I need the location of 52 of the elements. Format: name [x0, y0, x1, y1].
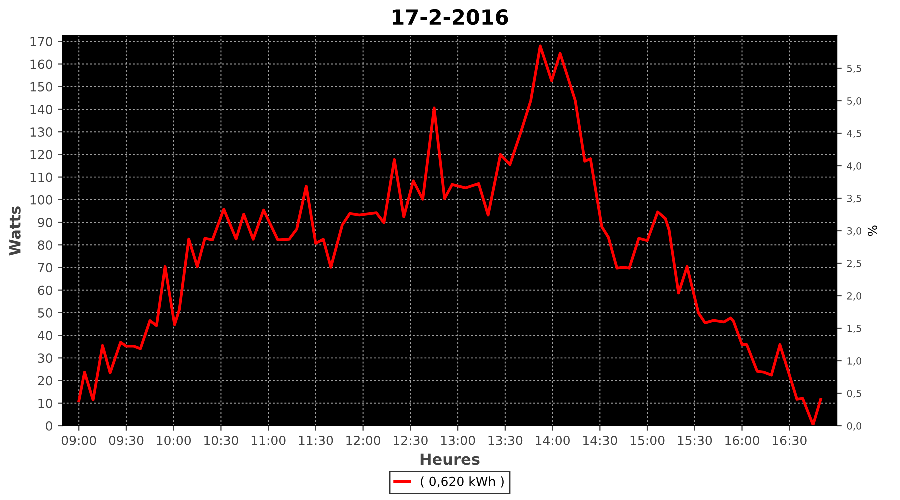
y-tick-label: 80 [38, 240, 52, 250]
y-tick-label: 160 [30, 60, 52, 70]
y2-tick-label: 5,0 [847, 97, 862, 106]
y-tick-label: 140 [30, 104, 52, 114]
x-tick-label: 15:30 [678, 436, 712, 446]
line-series [78, 44, 822, 426]
y-tick-label: 130 [30, 128, 52, 138]
y2-axis-title: % [868, 226, 878, 236]
legend-label: ( 0,620 kWh ) [421, 476, 504, 488]
x-tick-label: 13:00 [441, 436, 476, 446]
y2-tick-label: 4,0 [847, 162, 862, 171]
x-tick-label: 10:30 [204, 436, 238, 446]
y-tick-label: 20 [38, 376, 52, 386]
y2-tick-label: 2,5 [847, 260, 862, 268]
x-tick-label: 09:30 [109, 436, 144, 446]
x-tick-label: 12:30 [394, 436, 428, 446]
x-axis-title: Heures [420, 454, 480, 466]
y-tick-label: 50 [38, 308, 52, 318]
y-tick-label: 110 [30, 172, 52, 182]
y-tick-label: 100 [30, 195, 52, 205]
x-tick-label: 12:00 [346, 436, 380, 446]
x-tick-label: 14:00 [536, 436, 570, 446]
x-tick-label: 15:00 [630, 436, 665, 446]
y-tick-label: 30 [38, 354, 52, 364]
y-tick-label: 90 [38, 218, 52, 228]
y2-tick-label: 2,0 [847, 292, 862, 301]
y-tick-label: 60 [38, 286, 52, 296]
y-tick-label: 150 [30, 82, 52, 92]
y2-tick-label: 3,0 [847, 227, 862, 236]
y2-tick-label: 3,5 [847, 194, 862, 204]
y2-tick-label: 5,5 [847, 65, 862, 74]
y-tick-label: 10 [38, 398, 52, 408]
y-tick-label: 170 [30, 37, 52, 47]
y-axis-title: Watts [10, 206, 21, 256]
x-tick-label: 16:00 [726, 436, 760, 446]
y2-tick-label: 0,5 [847, 390, 862, 398]
y2-tick-label: 1,0 [848, 357, 862, 366]
chart-title: 17-2-2016 [392, 9, 508, 26]
x-tick-label: 10:00 [157, 436, 192, 446]
x-tick-label: 11:00 [252, 436, 286, 446]
y-tick-label: 70 [38, 263, 52, 273]
x-tick-label: 14:30 [584, 436, 618, 446]
x-tick-label: 11:30 [299, 436, 334, 446]
y-tick-label: 40 [38, 331, 52, 340]
x-tick-label: 09:00 [62, 436, 96, 446]
y-tick-label: 0 [46, 421, 52, 431]
y2-tick-label: 0,0 [847, 422, 862, 431]
y-tick-label: 120 [30, 150, 52, 160]
x-tick-label: 13:30 [488, 436, 523, 446]
y2-tick-label: 4,5 [847, 130, 862, 138]
y2-tick-label: 1,5 [848, 325, 862, 334]
x-tick-label: 16:30 [772, 436, 807, 446]
